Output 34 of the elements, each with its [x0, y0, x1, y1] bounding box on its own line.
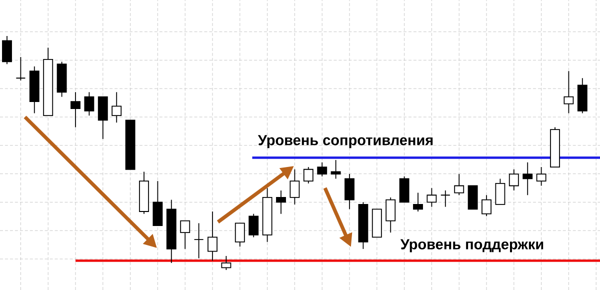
candlestick [180, 220, 190, 250]
candlestick [454, 174, 464, 196]
candlestick [290, 168, 300, 205]
candlestick [440, 190, 450, 208]
candlestick [276, 190, 286, 214]
candlestick [344, 174, 354, 210]
candlestick [112, 92, 122, 124]
candlestick [426, 188, 437, 208]
candlestick [303, 166, 314, 184]
candlestick [508, 168, 519, 191]
candlestick [2, 36, 12, 65]
candlestick [399, 176, 410, 203]
candlestick [317, 162, 328, 177]
candlestick [84, 92, 94, 116]
candlestick [564, 70, 574, 114]
candlestick [221, 256, 232, 270]
candlestick [522, 162, 533, 196]
candlestick [234, 222, 245, 248]
candlestick [248, 213, 259, 238]
candlestick [194, 222, 204, 259]
candlestick [413, 192, 423, 212]
candlestick [536, 166, 546, 186]
candlestick [98, 96, 108, 140]
ref-line-label: Уровень сопротивления [258, 135, 433, 148]
candlestick [495, 178, 506, 205]
candlestick [386, 197, 396, 234]
candlestick [468, 185, 478, 210]
candlestick [16, 56, 26, 81]
candlestick [330, 160, 341, 180]
candlestick [208, 211, 218, 262]
candlestick [482, 194, 492, 217]
candlestick [70, 92, 80, 128]
ref-line-label: Уровень поддержки [400, 239, 544, 252]
candlestick [152, 180, 163, 226]
